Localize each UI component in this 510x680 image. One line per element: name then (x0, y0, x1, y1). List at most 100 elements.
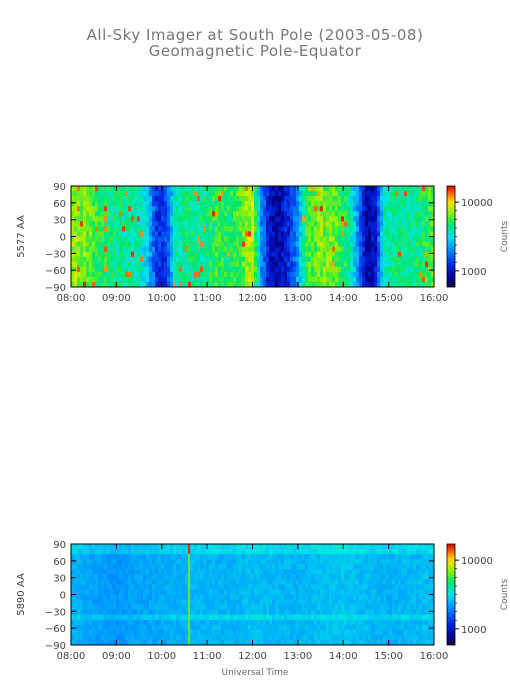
heatmap-cell (122, 559, 126, 565)
heatmap-cell (77, 589, 81, 595)
heatmap-cell (359, 211, 363, 217)
heatmap-cell (413, 251, 417, 258)
heatmap-cell (413, 186, 417, 192)
heatmap-cell (89, 639, 93, 646)
heatmap-cell (428, 594, 432, 600)
heatmap-cell (170, 599, 174, 605)
heatmap-cell (386, 544, 390, 550)
heatmap-cell (113, 231, 117, 237)
heatmap-cell (248, 619, 252, 626)
heatmap-cell (215, 634, 219, 641)
heatmap-cell (398, 226, 402, 232)
heatmap-cell (293, 574, 297, 580)
heatmap-cell (284, 271, 288, 278)
heatmap-cell (212, 211, 216, 217)
heatmap-cell (230, 594, 234, 600)
heatmap-cell (299, 619, 303, 626)
heatmap-cell (335, 634, 339, 641)
heatmap-cell (149, 589, 153, 595)
heatmap-cell (101, 614, 105, 621)
heatmap-cell (164, 609, 168, 616)
heatmap-cell (191, 624, 195, 631)
heatmap-cell (320, 266, 324, 273)
heatmap-cell (137, 619, 141, 626)
heatmap-cell (308, 271, 312, 278)
heatmap-cell (242, 629, 246, 636)
heatmap-cell (125, 231, 129, 237)
heatmap-cell (224, 196, 228, 202)
heatmap-cell (224, 276, 228, 283)
heatmap-cell (95, 281, 99, 288)
heatmap-cell (302, 201, 306, 207)
heatmap-cell (407, 614, 411, 621)
heatmap-cell (425, 196, 429, 202)
heatmap-cell (155, 251, 159, 258)
heatmap-cell (152, 619, 156, 626)
heatmap-cell (209, 191, 213, 197)
heatmap-cell (377, 579, 381, 585)
heatmap-cell (80, 246, 84, 253)
heatmap-cell (380, 544, 384, 550)
heatmap-cell (173, 599, 177, 605)
heatmap-cell (275, 574, 279, 580)
heatmap-cell (86, 251, 90, 258)
heatmap-cell (347, 206, 351, 212)
heatmap-cell (404, 276, 408, 283)
heatmap-cell (362, 559, 366, 565)
heatmap-cell (314, 599, 318, 605)
heatmap-cell (116, 619, 120, 626)
heatmap-cell (215, 574, 219, 580)
heatmap-cell (80, 564, 84, 570)
heatmap-cell (209, 559, 213, 565)
heatmap-cell (269, 579, 273, 585)
heatmap-cell (191, 216, 195, 222)
heatmap-cell (212, 634, 216, 641)
heatmap-cell (191, 201, 195, 207)
heatmap-cell (257, 271, 261, 278)
heatmap-cell (401, 624, 405, 631)
heatmap-cell (131, 604, 135, 611)
heatmap-cell (377, 604, 381, 611)
heatmap-cell (230, 246, 234, 253)
heatmap-cell (197, 186, 201, 192)
heatmap-cell (233, 609, 237, 616)
heatmap-cell (332, 564, 336, 570)
heatmap-cell (284, 609, 288, 616)
heatmap-cell (299, 544, 303, 550)
heatmap-cell (383, 271, 387, 278)
heatmap-cell (251, 574, 255, 580)
heatmap-cell (218, 221, 222, 227)
heatmap-cell (314, 211, 318, 217)
heatmap-cell (95, 544, 99, 550)
heatmap-cell (236, 564, 240, 570)
heatmap-cell (350, 544, 354, 550)
heatmap-cell (146, 549, 150, 555)
heatmap-cell (140, 206, 144, 212)
y-tick-label: 90 (53, 182, 66, 193)
heatmap-cell (374, 221, 378, 227)
heatmap-cell (200, 196, 204, 202)
heatmap-cell (353, 226, 357, 232)
heatmap-cell (200, 614, 204, 621)
heatmap-cell (122, 206, 126, 212)
heatmap-cell (290, 554, 294, 560)
heatmap-cell (161, 554, 165, 560)
heatmap-cell (260, 201, 264, 207)
heatmap-cell (287, 579, 291, 585)
heatmap-cell (98, 579, 102, 585)
heatmap-cell (83, 544, 87, 550)
heatmap-cell (368, 216, 372, 222)
heatmap-cell (233, 579, 237, 585)
heatmap-cell (155, 236, 159, 242)
heatmap-cell (164, 221, 168, 227)
heatmap-cell (380, 236, 384, 242)
heatmap-cell (323, 599, 327, 605)
heatmap-cell (131, 251, 135, 258)
heatmap-cell (209, 564, 213, 570)
heatmap-cell (362, 226, 366, 232)
heatmap-cell (269, 206, 273, 212)
heatmap-cell (347, 589, 351, 595)
heatmap-cell (377, 554, 381, 560)
heatmap-cell (143, 624, 147, 631)
